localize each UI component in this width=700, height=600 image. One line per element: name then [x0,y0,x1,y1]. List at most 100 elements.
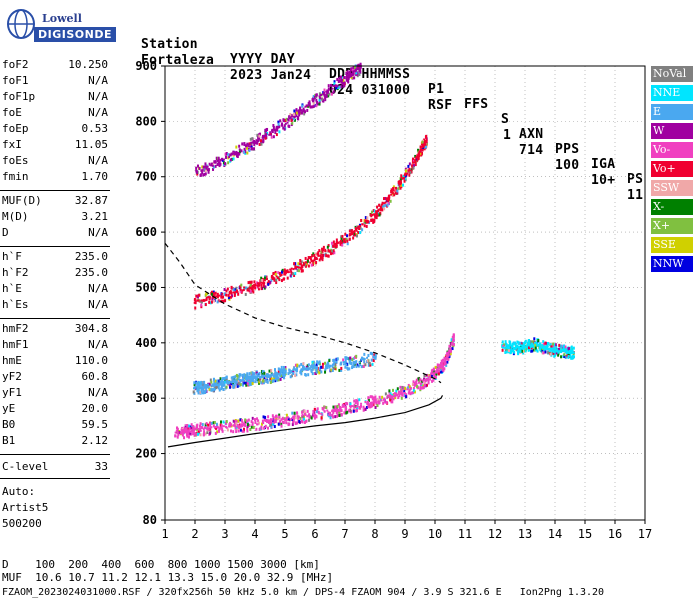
echo-point [419,152,422,156]
echo-point [243,381,246,385]
echo-point [332,367,335,371]
echo-point [283,127,286,131]
echo-point [241,142,244,146]
echo-point [411,383,414,387]
echo-point [261,279,264,283]
echo-point [418,150,421,153]
echo-point [228,297,231,301]
legend-item-x: X- [651,199,693,215]
echo-point [237,379,240,383]
echo-point [369,395,372,399]
echo-point [325,406,328,410]
param-key: M(D) [2,210,29,223]
echo-point [244,151,247,155]
echo-point [281,122,284,125]
echo-point [447,351,450,354]
echo-point [395,392,398,395]
echo-point [441,364,444,367]
echo-point [323,93,326,97]
param-key: B1 [2,434,16,447]
echo-point [220,293,223,297]
echo-point [300,266,303,270]
echo-point [264,375,267,378]
echo-point [260,422,263,426]
echo-point [414,381,417,385]
echo-point [352,405,355,408]
echo-point [245,286,248,290]
echo-point [271,414,274,418]
echo-point [345,363,348,366]
echo-point [269,280,272,284]
echo-point [190,426,193,430]
echo-point [283,371,286,374]
echo-point [370,358,373,362]
echo-point [251,382,254,386]
echo-point [430,374,433,378]
echo-point [220,378,223,382]
echo-point [412,388,415,392]
param-row: fmin 1.70 [2,170,108,184]
echo-point [326,409,329,412]
echo-point [342,363,345,366]
param-value: 1.70 [81,170,109,183]
echo-point [310,260,313,263]
echo-point [294,374,297,378]
profile-extrapolation [164,242,442,384]
echo-point [431,368,434,372]
echo-point [331,251,334,255]
echo-point [213,381,216,385]
echo-point [270,377,273,381]
echo-point [378,395,381,399]
echo-point [419,378,422,382]
echo-point [514,343,517,347]
echo-point [427,377,430,380]
echo-point [311,372,314,376]
echo-point [183,429,186,432]
echo-point [238,373,241,377]
echo-point [257,287,260,291]
echo-point [243,379,246,382]
echo-point [246,374,249,378]
echo-point [253,147,256,151]
echo-point [345,356,348,360]
echo-point [362,364,365,368]
echo-point [522,351,525,355]
param-value: 60.8 [81,370,109,383]
echo-point [312,94,315,98]
echo-point [339,363,342,366]
echo-point [398,390,401,393]
legend-item-noval: NoVal [651,66,693,82]
echo-point [293,413,296,417]
echo-point [280,418,283,421]
echo-point [225,385,228,389]
echo-point [509,340,512,344]
echo-point [266,419,269,422]
echo-point [294,111,297,115]
echo-point [318,98,321,102]
echo-point [175,429,178,432]
echo-point [232,288,235,292]
echo-point [446,360,449,364]
echo-point [564,350,567,353]
param-key: hmE [2,354,22,367]
echo-point [236,152,239,156]
echo-point [216,379,219,383]
echo-point [222,425,225,428]
echo-point [254,286,257,290]
echo-point [292,372,295,376]
echo-point [316,367,319,370]
echo-point [343,411,346,415]
echo-point [270,135,273,139]
echo-point [331,363,334,366]
echo-point [239,425,242,428]
echo-point [560,349,563,352]
echo-point [241,423,244,426]
echo-point [371,401,374,405]
echo-point [324,405,327,409]
echo-point [370,218,373,222]
echo-point [283,365,286,369]
echo-point [373,209,376,213]
echo-point [444,360,447,363]
echo-point [284,270,287,273]
echo-point [340,81,343,84]
